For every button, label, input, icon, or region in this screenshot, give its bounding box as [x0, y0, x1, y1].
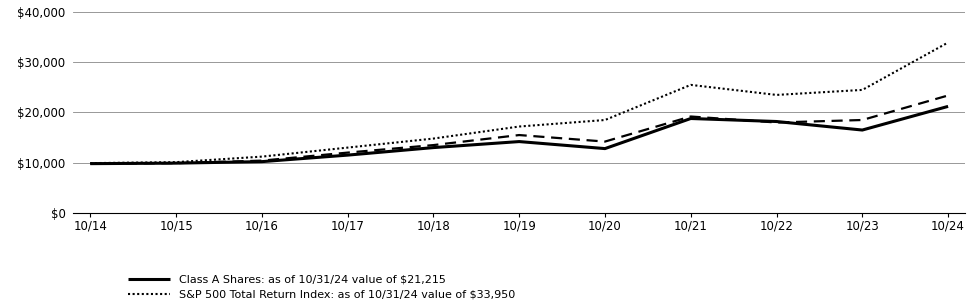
- S&P 500 Total Return Index: as of 10/31/24 value of $33,950: (10, 3.4e+04): as of 10/31/24 value of $33,950: (10, 3.…: [942, 41, 954, 44]
- Class A Shares: as of 10/31/24 value of $21,215: (8, 1.82e+04): as of 10/31/24 value of $21,215: (8, 1.8…: [770, 120, 782, 123]
- Line: Russell 1000 Value Total Return Index: as of 10/31/24 value of $23,392: Russell 1000 Value Total Return Index: a…: [91, 95, 948, 164]
- S&P 500 Total Return Index: as of 10/31/24 value of $33,950: (6, 1.85e+04): as of 10/31/24 value of $33,950: (6, 1.8…: [599, 118, 610, 122]
- Russell 1000 Value Total Return Index: as of 10/31/24 value of $23,392: (3, 1.2e+04): as of 10/31/24 value of $23,392: (3, 1.2…: [342, 151, 354, 154]
- Russell 1000 Value Total Return Index: as of 10/31/24 value of $23,392: (0, 9.8e+03): as of 10/31/24 value of $23,392: (0, 9.8…: [85, 162, 97, 165]
- S&P 500 Total Return Index: as of 10/31/24 value of $33,950: (0, 9.9e+03): as of 10/31/24 value of $33,950: (0, 9.9…: [85, 161, 97, 165]
- S&P 500 Total Return Index: as of 10/31/24 value of $33,950: (1, 1.01e+04): as of 10/31/24 value of $33,950: (1, 1.0…: [171, 160, 182, 164]
- Class A Shares: as of 10/31/24 value of $21,215: (0, 9.8e+03): as of 10/31/24 value of $21,215: (0, 9.8…: [85, 162, 97, 165]
- Class A Shares: as of 10/31/24 value of $21,215: (7, 1.88e+04): as of 10/31/24 value of $21,215: (7, 1.8…: [684, 117, 696, 120]
- Class A Shares: as of 10/31/24 value of $21,215: (10, 2.12e+04): as of 10/31/24 value of $21,215: (10, 2.…: [942, 105, 954, 108]
- S&P 500 Total Return Index: as of 10/31/24 value of $33,950: (9, 2.45e+04): as of 10/31/24 value of $33,950: (9, 2.4…: [856, 88, 868, 92]
- Russell 1000 Value Total Return Index: as of 10/31/24 value of $23,392: (1, 9.9e+03): as of 10/31/24 value of $23,392: (1, 9.9…: [171, 161, 182, 165]
- S&P 500 Total Return Index: as of 10/31/24 value of $33,950: (7, 2.55e+04): as of 10/31/24 value of $33,950: (7, 2.5…: [684, 83, 696, 87]
- Russell 1000 Value Total Return Index: as of 10/31/24 value of $23,392: (2, 1.04e+04): as of 10/31/24 value of $23,392: (2, 1.0…: [256, 159, 268, 162]
- Class A Shares: as of 10/31/24 value of $21,215: (9, 1.65e+04): as of 10/31/24 value of $21,215: (9, 1.6…: [856, 128, 868, 132]
- S&P 500 Total Return Index: as of 10/31/24 value of $33,950: (8, 2.35e+04): as of 10/31/24 value of $33,950: (8, 2.3…: [770, 93, 782, 97]
- Class A Shares: as of 10/31/24 value of $21,215: (2, 1.02e+04): as of 10/31/24 value of $21,215: (2, 1.0…: [256, 160, 268, 164]
- Class A Shares: as of 10/31/24 value of $21,215: (6, 1.28e+04): as of 10/31/24 value of $21,215: (6, 1.2…: [599, 147, 610, 150]
- Russell 1000 Value Total Return Index: as of 10/31/24 value of $23,392: (9, 1.85e+04): as of 10/31/24 value of $23,392: (9, 1.8…: [856, 118, 868, 122]
- Russell 1000 Value Total Return Index: as of 10/31/24 value of $23,392: (4, 1.35e+04): as of 10/31/24 value of $23,392: (4, 1.3…: [428, 143, 440, 147]
- Russell 1000 Value Total Return Index: as of 10/31/24 value of $23,392: (7, 1.92e+04): as of 10/31/24 value of $23,392: (7, 1.9…: [684, 115, 696, 118]
- Russell 1000 Value Total Return Index: as of 10/31/24 value of $23,392: (6, 1.42e+04): as of 10/31/24 value of $23,392: (6, 1.4…: [599, 140, 610, 143]
- S&P 500 Total Return Index: as of 10/31/24 value of $33,950: (2, 1.12e+04): as of 10/31/24 value of $33,950: (2, 1.1…: [256, 155, 268, 158]
- Russell 1000 Value Total Return Index: as of 10/31/24 value of $23,392: (10, 2.34e+04): as of 10/31/24 value of $23,392: (10, 2.…: [942, 94, 954, 97]
- Line: S&P 500 Total Return Index: as of 10/31/24 value of $33,950: S&P 500 Total Return Index: as of 10/31/…: [91, 43, 948, 163]
- Class A Shares: as of 10/31/24 value of $21,215: (4, 1.3e+04): as of 10/31/24 value of $21,215: (4, 1.3…: [428, 146, 440, 149]
- S&P 500 Total Return Index: as of 10/31/24 value of $33,950: (4, 1.48e+04): as of 10/31/24 value of $33,950: (4, 1.4…: [428, 137, 440, 140]
- Russell 1000 Value Total Return Index: as of 10/31/24 value of $23,392: (5, 1.55e+04): as of 10/31/24 value of $23,392: (5, 1.5…: [513, 133, 525, 137]
- Line: Class A Shares: as of 10/31/24 value of $21,215: Class A Shares: as of 10/31/24 value of …: [91, 106, 948, 164]
- Russell 1000 Value Total Return Index: as of 10/31/24 value of $23,392: (8, 1.8e+04): as of 10/31/24 value of $23,392: (8, 1.8…: [770, 121, 782, 124]
- Class A Shares: as of 10/31/24 value of $21,215: (3, 1.15e+04): as of 10/31/24 value of $21,215: (3, 1.1…: [342, 153, 354, 157]
- S&P 500 Total Return Index: as of 10/31/24 value of $33,950: (5, 1.72e+04): as of 10/31/24 value of $33,950: (5, 1.7…: [513, 125, 525, 128]
- Class A Shares: as of 10/31/24 value of $21,215: (1, 9.9e+03): as of 10/31/24 value of $21,215: (1, 9.9…: [171, 161, 182, 165]
- S&P 500 Total Return Index: as of 10/31/24 value of $33,950: (3, 1.3e+04): as of 10/31/24 value of $33,950: (3, 1.3…: [342, 146, 354, 149]
- Class A Shares: as of 10/31/24 value of $21,215: (5, 1.42e+04): as of 10/31/24 value of $21,215: (5, 1.4…: [513, 140, 525, 143]
- Legend: Class A Shares: as of 10/31/24 value of $21,215, S&P 500 Total Return Index: as : Class A Shares: as of 10/31/24 value of …: [128, 275, 573, 304]
